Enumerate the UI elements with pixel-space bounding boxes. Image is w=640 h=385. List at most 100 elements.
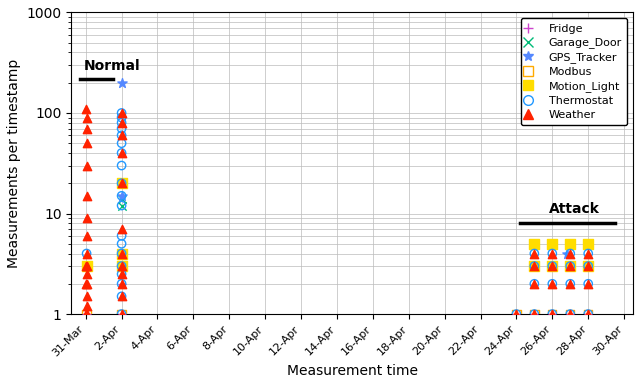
Point — [81, 114, 92, 121]
Point — [81, 263, 92, 269]
Point — [529, 311, 540, 317]
Point — [561, 250, 572, 256]
Point — [565, 250, 575, 256]
Point — [529, 311, 540, 317]
Point — [116, 271, 127, 277]
Point — [529, 263, 540, 269]
Point — [511, 311, 522, 317]
Text: Attack: Attack — [548, 202, 600, 216]
Y-axis label: Measurements per timestamp: Measurements per timestamp — [7, 59, 21, 268]
Point — [81, 193, 92, 199]
Point — [116, 263, 127, 269]
Point — [81, 303, 92, 309]
Point — [565, 263, 575, 269]
Point — [81, 263, 92, 269]
Point — [116, 263, 127, 269]
Point — [565, 311, 575, 317]
Point — [116, 193, 127, 199]
Point — [116, 293, 127, 300]
Point — [529, 311, 540, 317]
Point — [583, 250, 593, 256]
Point — [81, 140, 92, 146]
Point — [565, 311, 575, 317]
Point — [116, 226, 127, 232]
Point — [511, 311, 522, 317]
Point — [116, 132, 127, 138]
Point — [116, 193, 127, 199]
Point — [81, 311, 92, 317]
Point — [116, 132, 127, 138]
Point — [81, 281, 92, 287]
Point — [529, 250, 540, 256]
Point — [81, 263, 91, 269]
Point — [565, 263, 575, 269]
Point — [511, 311, 522, 317]
Point — [529, 281, 540, 287]
Point — [583, 281, 593, 287]
Point — [116, 126, 127, 132]
X-axis label: Measurement time: Measurement time — [287, 364, 418, 378]
Point — [81, 311, 91, 317]
Point — [583, 263, 593, 269]
Point — [81, 271, 92, 277]
Point — [81, 106, 91, 112]
Text: Normal: Normal — [84, 59, 141, 73]
Point — [116, 180, 127, 186]
Point — [116, 233, 127, 239]
Point — [116, 203, 127, 209]
Point — [116, 150, 127, 156]
Point — [116, 120, 127, 126]
Point — [116, 120, 127, 126]
Point — [81, 162, 92, 169]
Point — [81, 293, 92, 300]
Point — [81, 233, 92, 239]
Point — [116, 311, 127, 317]
Point — [547, 311, 557, 317]
Point — [583, 311, 593, 317]
Point — [547, 281, 557, 287]
Point — [81, 311, 91, 317]
Point — [116, 110, 127, 116]
Point — [81, 311, 92, 317]
Point — [529, 263, 540, 269]
Point — [547, 250, 557, 256]
Point — [583, 311, 593, 317]
Point — [529, 263, 540, 269]
Point — [116, 140, 127, 146]
Point — [116, 250, 127, 256]
Point — [583, 263, 593, 269]
Point — [116, 150, 127, 156]
Point — [116, 180, 127, 186]
Point — [529, 241, 540, 247]
Point — [565, 281, 575, 287]
Point — [583, 250, 593, 256]
Point — [81, 215, 92, 221]
Point — [547, 250, 557, 256]
Point — [81, 250, 92, 256]
Point — [81, 250, 92, 256]
Point — [583, 311, 593, 317]
Point — [547, 263, 557, 269]
Point — [116, 281, 127, 287]
Point — [116, 180, 127, 186]
Point — [116, 250, 127, 256]
Point — [116, 311, 127, 317]
Point — [547, 241, 557, 247]
Point — [116, 311, 127, 317]
Point — [116, 250, 127, 256]
Point — [565, 281, 575, 287]
Point — [547, 311, 557, 317]
Point — [529, 250, 540, 256]
Point — [116, 110, 127, 116]
Point — [547, 263, 557, 269]
Point — [547, 263, 557, 269]
Point — [81, 311, 92, 317]
Point — [547, 311, 557, 317]
Point — [116, 80, 127, 86]
Point — [565, 263, 575, 269]
Point — [583, 241, 593, 247]
Point — [565, 311, 575, 317]
Point — [81, 281, 91, 287]
Point — [583, 311, 593, 317]
Point — [583, 281, 593, 287]
